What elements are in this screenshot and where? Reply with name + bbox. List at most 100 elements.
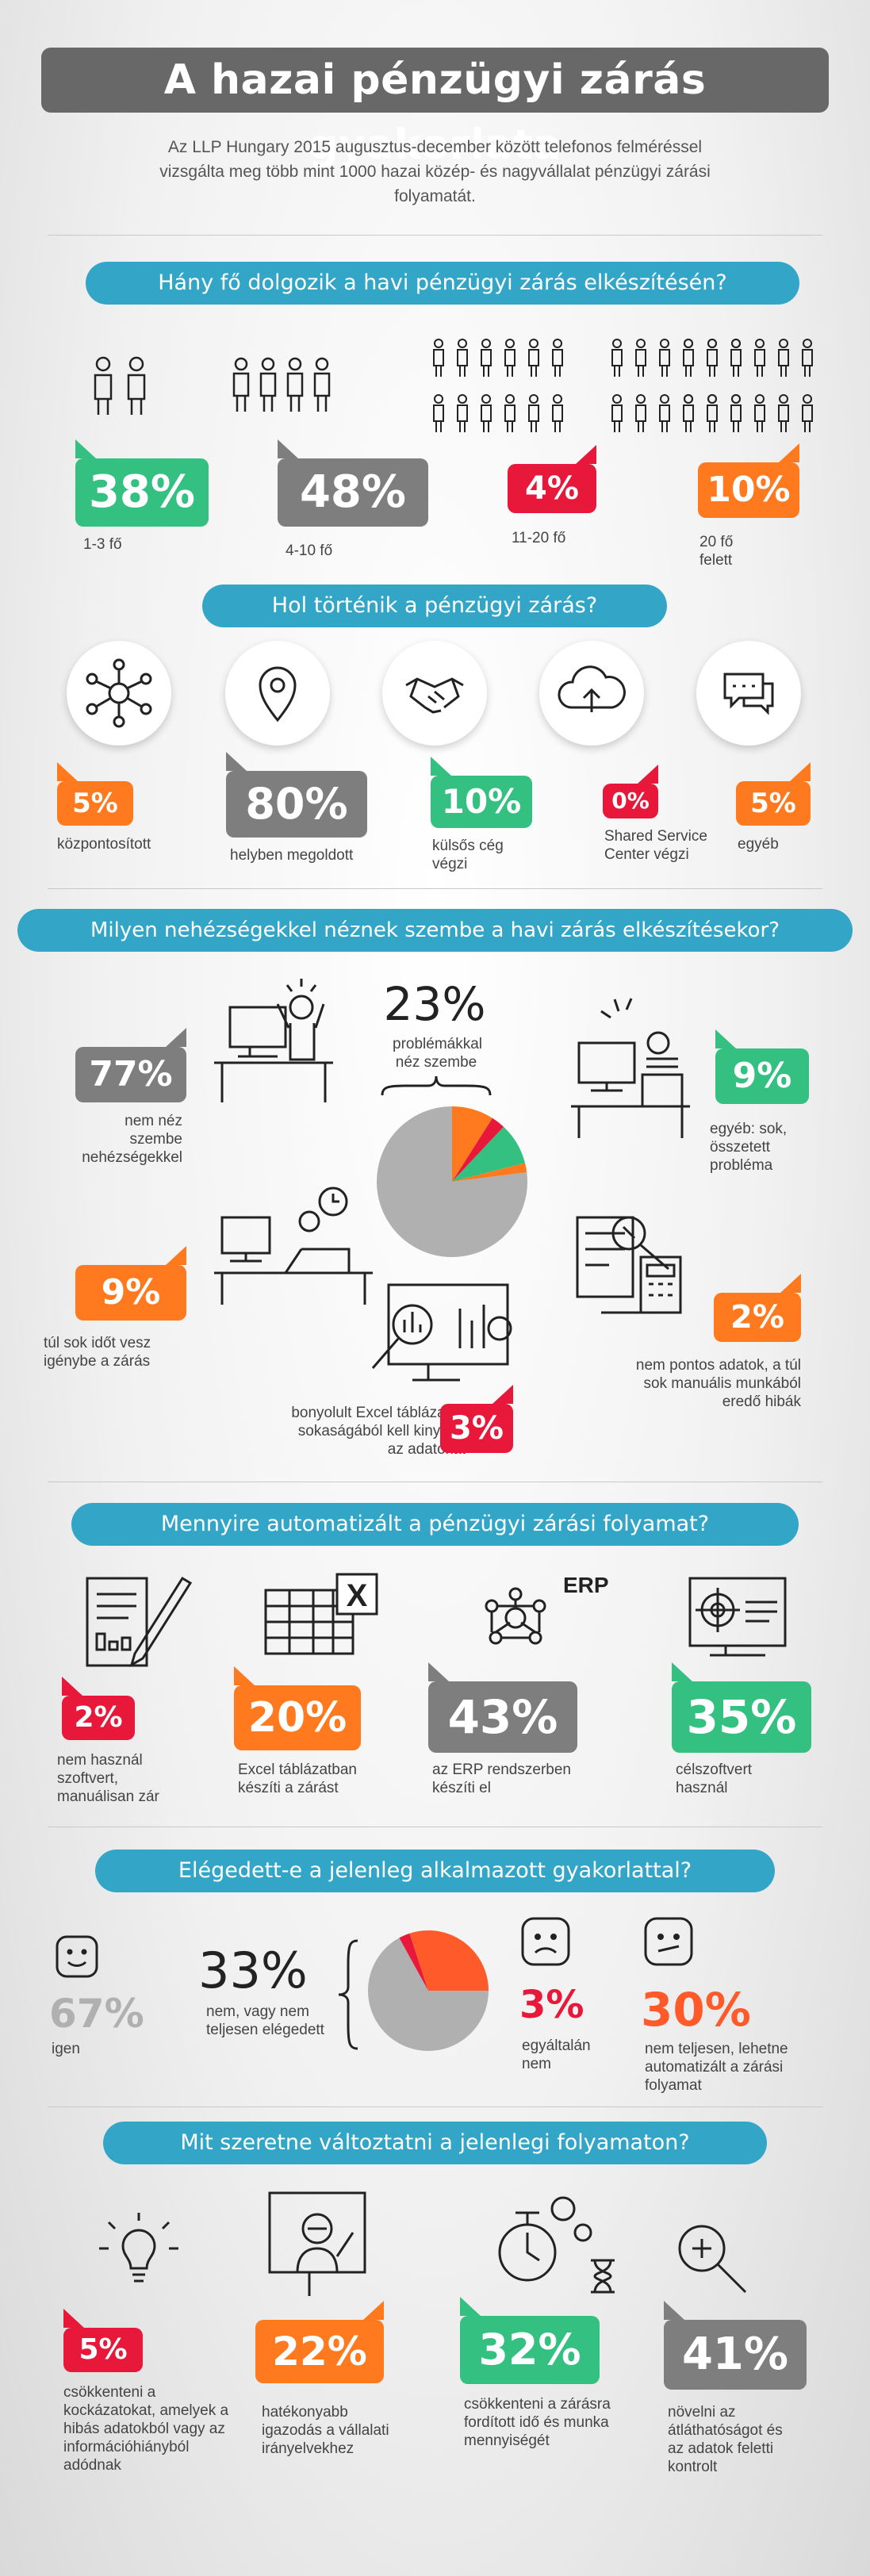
divider	[48, 235, 822, 236]
label-excel: Excel táblázatban készíti a zárást	[238, 1761, 357, 1796]
stat-bubble-errors: 2%	[714, 1274, 801, 1342]
question-difficulties: Milyen nehézségekkel néznek szembe a hav…	[17, 909, 853, 952]
excel-x-letter: X	[347, 1578, 368, 1613]
question-changes: Mit szeretne változtatni a jelenlegi fol…	[103, 2122, 767, 2164]
people-icon-medium	[232, 357, 331, 412]
label-external: külsős cég végzi	[432, 838, 504, 872]
stat-bubble-local: 80%	[226, 752, 367, 838]
partly-label: nem teljesen, lehetne automatizált a zár…	[645, 2041, 788, 2094]
intro-text: Az LLP Hungary 2015 augusztus-december k…	[159, 138, 711, 205]
lightbulb-icon	[99, 2213, 178, 2283]
question-automation: Mennyire automatizált a pénzügyi zárási …	[71, 1503, 799, 1546]
people-icon-xlarge	[611, 339, 813, 448]
stat-bubble-1-3: 38%	[75, 439, 209, 527]
pie-slice-4	[452, 1163, 527, 1182]
stat-bubble-erp: 43%	[428, 1662, 577, 1753]
stat-bubble-external: 10%	[431, 757, 532, 828]
excel-sheet-icon: X	[264, 1573, 378, 1655]
network-icon	[86, 658, 152, 728]
sad-face-icon	[521, 1917, 570, 1966]
document-pencil-icon	[86, 1576, 193, 1668]
brace-icon	[338, 1939, 358, 2050]
label-erp: az ERP rendszerben készíti el	[432, 1761, 571, 1796]
label-excel-complex: bonyolult Excel táblázatok sokaságából k…	[291, 1405, 466, 1458]
pie-slice-3	[452, 1126, 526, 1182]
stat-bubble-risk: 5%	[63, 2309, 143, 2372]
stat-bubble-excel: 20%	[234, 1666, 361, 1750]
label-complex: egyéb: sok, összetett probléma	[710, 1121, 788, 1174]
smiley-icon	[56, 1935, 98, 1978]
question-satisfaction: Elégedett-e a jelenleg alkalmazott gyako…	[95, 1850, 775, 1892]
pie-slice-0	[368, 1938, 489, 2051]
stat-bubble-target: 35%	[672, 1662, 811, 1753]
icon-circle-ssc	[539, 641, 644, 746]
calculator-magnifier-icon	[576, 1216, 682, 1314]
pie-slice-1	[399, 1933, 428, 1991]
stat-bubble-11-20: 4%	[508, 445, 596, 513]
page-title: A hazai pénzügyi zárás gyakorlata	[41, 48, 829, 169]
satisfaction-pie	[368, 1930, 489, 2051]
label-risk: csökkenteni a kockázatokat, amelyek a hi…	[63, 2384, 229, 2474]
presenter-icon	[268, 2191, 366, 2296]
stressed-worker-icon	[571, 998, 690, 1138]
stat-bubble-central: 5%	[57, 762, 133, 826]
stat-bubble-alignment: 22%	[255, 2301, 384, 2383]
handshake-icon	[405, 677, 464, 714]
center-label: problémákkal néz szembe	[393, 1036, 482, 1071]
neutral-face-icon	[644, 1917, 693, 1966]
overtime-worker-icon	[214, 1186, 373, 1305]
pie-slice-2	[452, 1117, 504, 1182]
pie-slice-1	[452, 1106, 492, 1182]
stat-bubble-effort: 32%	[460, 2297, 600, 2384]
icon-circle-central	[67, 641, 171, 746]
difficulties-pie	[377, 1106, 527, 1257]
stat-bubble-excel-complex: 3%	[440, 1385, 513, 1453]
label-alignment: hatékonyabb igazodás a vállalati irányel…	[262, 2404, 389, 2457]
target-software-icon	[688, 1577, 787, 1657]
not-at-all-label: egyáltalán nem	[522, 2037, 591, 2072]
pie-slice-2	[409, 1930, 489, 1991]
people-icon-small	[94, 356, 146, 415]
label-time: túl sok időt vesz igénybe a zárás	[44, 1335, 151, 1370]
icon-circle-other	[696, 641, 801, 746]
stat-bubble-no-issues: 77%	[75, 1028, 186, 1102]
stat-bubble-20-plus: 10%	[698, 443, 799, 518]
label-other: egyéb	[738, 836, 779, 853]
magnifier-plus-icon	[678, 2225, 747, 2294]
label-transparency: növelni az átláthatóságot és az adatok f…	[668, 2404, 783, 2475]
stat-bubble-complex: 9%	[715, 1029, 809, 1104]
label-manual: nem használ szoftvert, manuálisan zár	[57, 1752, 159, 1805]
gears-hourglass-icon	[498, 2196, 615, 2294]
label-4-10: 4-10 fő	[286, 542, 333, 559]
stat-bubble-4-10: 48%	[278, 439, 428, 527]
yes-pct: 67%	[49, 1991, 144, 2037]
brace-icon	[381, 1075, 492, 1096]
divider	[48, 2106, 822, 2107]
divider	[48, 888, 822, 889]
question-team-size: Hány fő dolgozik a havi pénzügyi zárás e…	[86, 262, 799, 305]
label-central: központosított	[57, 836, 151, 853]
label-ssc: Shared Service Center végzi	[604, 828, 707, 863]
label-no-issues: nem néz szembe nehézségekkel	[82, 1113, 182, 1166]
icon-circle-local	[225, 641, 330, 746]
stat-bubble-manual: 2%	[62, 1677, 135, 1740]
charts-magnifier-icon	[371, 1283, 512, 1382]
stat-bubble-time: 9%	[75, 1246, 186, 1321]
dissatisfied-pct: 33%	[198, 1942, 308, 1999]
label-1-3: 1-3 fő	[83, 536, 122, 553]
cloud-upload-icon	[558, 665, 626, 712]
chat-icon	[723, 673, 774, 715]
location-pin-icon	[259, 666, 297, 723]
dissatisfied-label: nem, vagy nem teljesen elégedett	[206, 2003, 324, 2038]
stat-bubble-transparency: 41%	[664, 2301, 807, 2390]
stat-bubble-ssc: 0%	[603, 765, 658, 818]
partly-pct: 30%	[641, 1983, 751, 2037]
happy-worker-icon	[214, 979, 333, 1102]
icon-circle-external	[382, 641, 487, 746]
center-pct: 23%	[383, 977, 486, 1031]
erp-label: ERP	[563, 1573, 609, 1597]
label-11-20: 11-20 fő	[512, 530, 566, 546]
erp-icon: ERP	[485, 1573, 609, 1645]
label-20-plus: 20 fő felett	[699, 534, 734, 569]
label-errors: nem pontos adatok, a túl sok manuális mu…	[635, 1357, 801, 1410]
